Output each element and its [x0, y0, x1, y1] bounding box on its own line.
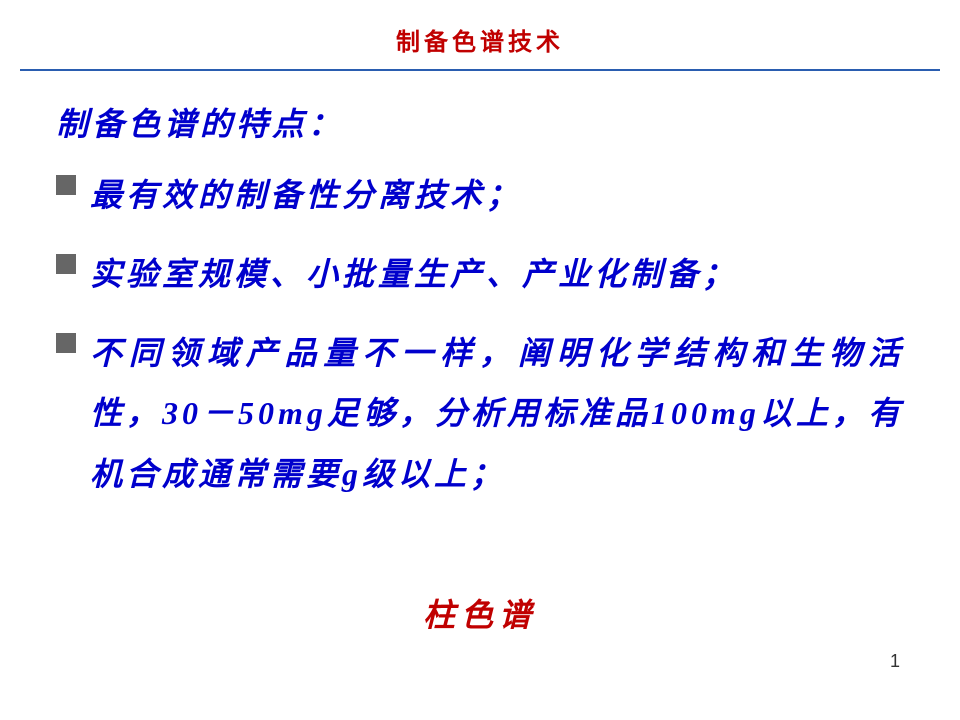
- bullet-text: 不同领域产品量不一样，阐明化学结构和生物活性，30－50mg足够，分析用标准品1…: [90, 323, 904, 505]
- header-title: 制备色谱技术: [0, 22, 960, 57]
- slide-header: 制备色谱技术: [0, 0, 960, 65]
- bullet-item: 最有效的制备性分离技术；: [56, 165, 904, 226]
- bullet-item: 实验室规模、小批量生产、产业化制备；: [56, 244, 904, 305]
- bullet-item: 不同领域产品量不一样，阐明化学结构和生物活性，30－50mg足够，分析用标准品1…: [56, 323, 904, 505]
- footer-label: 柱色谱: [0, 590, 960, 636]
- square-bullet-icon: [56, 254, 76, 274]
- bullet-text: 最有效的制备性分离技术；: [90, 165, 522, 226]
- page-number: 1: [890, 651, 900, 672]
- bullet-text: 实验室规模、小批量生产、产业化制备；: [90, 244, 738, 305]
- slide-content: 制备色谱的特点： 最有效的制备性分离技术； 实验室规模、小批量生产、产业化制备；…: [0, 71, 960, 505]
- content-subtitle: 制备色谱的特点：: [56, 99, 904, 145]
- square-bullet-icon: [56, 175, 76, 195]
- square-bullet-icon: [56, 333, 76, 353]
